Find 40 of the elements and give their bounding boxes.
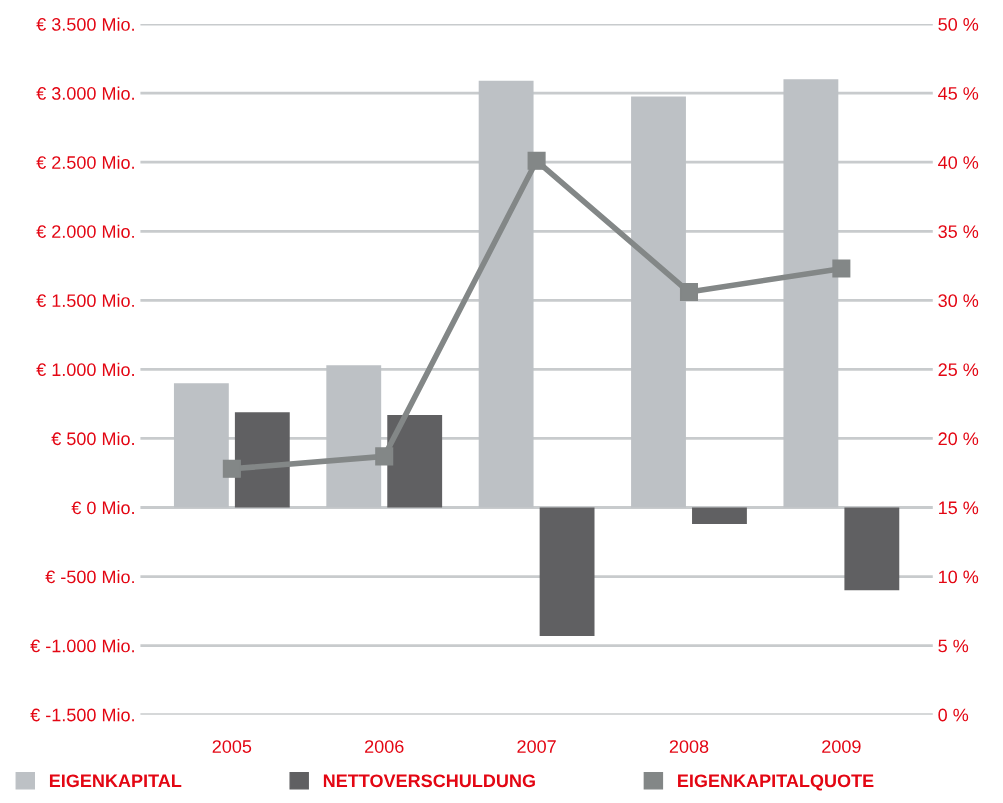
bar [387, 414, 443, 508]
y2-tick-label: 45 % [938, 87, 979, 100]
point [527, 151, 546, 170]
y2-tick-label: 10 % [939, 570, 979, 584]
y2-tick-label: 20 % [938, 432, 979, 446]
legend-label: EIGENKAPITAL [49, 774, 182, 788]
point [832, 259, 851, 278]
y2-tick-label: 30 % [938, 294, 979, 308]
y2-tick-label: 0 % [938, 708, 969, 722]
y2-tick-label: 5 % [938, 639, 969, 653]
y-tick-label: € -1.500 Mio. [30, 708, 134, 722]
legend-label: NETTOVERSCHULDUNG [323, 774, 535, 788]
x-tick-label: 2009 [822, 740, 861, 753]
bar [539, 507, 595, 636]
y-tick-label: € 0 Mio. [71, 500, 134, 515]
y-tick-label: € 500 Mio. [51, 431, 134, 446]
y-tick-label: € 1.000 Mio. [36, 362, 134, 377]
y-tick-label: € 2.000 Mio. [36, 224, 134, 238]
y-tick-label: € 3.500 Mio. [36, 17, 134, 31]
point [222, 459, 241, 478]
bar [844, 507, 900, 591]
y2-tick-label: 35 % [938, 225, 979, 238]
y-tick-label: € 3.000 Mio. [36, 86, 134, 100]
point [679, 283, 699, 302]
y-tick-label: € 1.500 Mio. [36, 293, 134, 308]
x-tick-label: 2008 [669, 740, 709, 753]
bar [234, 412, 290, 508]
y2-tick-label: 25 % [938, 363, 979, 377]
x-tick-label: 2006 [365, 740, 404, 753]
y-tick-label: € 2.500 Mio. [36, 155, 134, 169]
bar [692, 507, 747, 525]
point [375, 447, 394, 466]
y2-tick-label: 15 % [939, 501, 979, 515]
y2-tick-label: 40 % [938, 156, 979, 169]
x-tick-label: 2007 [517, 740, 556, 753]
y-tick-label: € -1.000 Mio. [30, 639, 134, 653]
legend-label: EIGENKAPITALQUOTE [678, 774, 874, 791]
x-tick-label: 2005 [212, 740, 252, 753]
y2-tick-label: 50 % [938, 18, 979, 31]
y-tick-label: € -500 Mio. [45, 570, 134, 584]
